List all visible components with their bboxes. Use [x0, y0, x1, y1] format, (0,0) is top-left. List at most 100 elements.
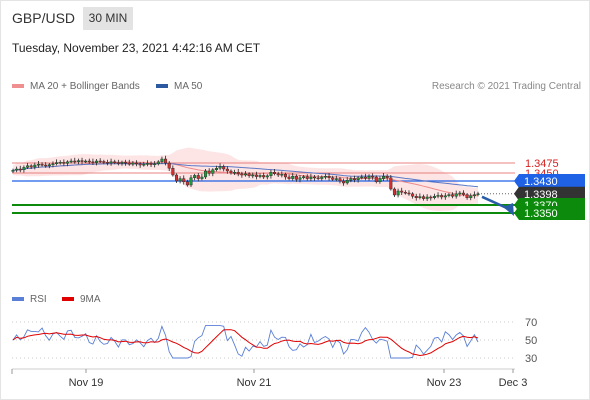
candle: [262, 172, 266, 179]
candle: [127, 159, 131, 166]
rsi-line: [12, 325, 479, 359]
candle: [131, 161, 135, 167]
legend-item-ma20: MA 20 + Bollinger Bands: [12, 81, 140, 92]
candle: [291, 173, 295, 181]
rsi-tick-label: 30: [525, 353, 537, 365]
candle: [51, 161, 55, 168]
candle: [22, 165, 26, 173]
candle: [418, 193, 422, 200]
candle: [265, 174, 269, 180]
candle: [276, 171, 280, 177]
rsi-tick-label: 70: [525, 317, 537, 329]
candle: [193, 173, 197, 181]
bollinger-band: [13, 147, 478, 212]
candle: [102, 159, 106, 165]
candle: [374, 175, 378, 184]
candle: [15, 166, 19, 173]
candle: [461, 190, 465, 197]
candle: [207, 168, 211, 176]
candle: [247, 172, 251, 178]
candle: [145, 160, 149, 167]
candle: [454, 190, 458, 199]
candle: [149, 161, 153, 167]
candle: [363, 173, 367, 181]
candle: [327, 173, 331, 181]
candle: [33, 162, 37, 170]
candle: [18, 165, 22, 173]
candle: [44, 162, 48, 168]
9ma-swatch: [62, 297, 74, 302]
candle: [440, 193, 444, 200]
candle: [425, 194, 429, 201]
candle: [214, 165, 218, 172]
x-tick-label: Nov 19: [69, 377, 104, 389]
rsi-9ma-line: [12, 329, 479, 357]
candle: [476, 191, 480, 197]
timeframe-badge[interactable]: 30 MIN: [83, 7, 133, 30]
x-tick-label: Nov 21: [237, 377, 272, 389]
level-tag-5: [514, 206, 585, 220]
candle: [400, 187, 404, 195]
candle: [298, 175, 302, 183]
candle: [120, 160, 124, 166]
candle: [313, 175, 317, 181]
candle: [211, 168, 215, 177]
candle: [465, 193, 469, 200]
candle: [349, 176, 353, 183]
level-label-0: 1.3475: [525, 158, 559, 170]
candle: [84, 159, 88, 163]
candle: [116, 159, 120, 166]
candle: [273, 169, 277, 176]
candle: [451, 192, 455, 199]
candle: [443, 193, 447, 200]
candle: [254, 171, 258, 180]
candle: [109, 158, 113, 166]
candle: [352, 175, 356, 183]
candle: [323, 173, 327, 180]
candle: [243, 171, 247, 177]
ma20-swatch: [12, 84, 24, 89]
candle: [294, 174, 298, 182]
candle: [222, 164, 226, 172]
candle: [236, 169, 240, 177]
candle: [356, 176, 360, 183]
candle: [80, 157, 84, 165]
candle: [389, 175, 393, 191]
candle: [392, 187, 396, 197]
candle: [196, 173, 200, 182]
legend-item-9ma: 9MA: [62, 294, 101, 305]
candle: [472, 191, 476, 199]
candle: [58, 160, 62, 165]
candle: [316, 175, 320, 181]
candle: [345, 177, 349, 185]
candle: [178, 176, 182, 184]
candle: [135, 160, 139, 167]
candle: [258, 173, 262, 179]
candle: [429, 195, 433, 201]
candle: [385, 174, 389, 181]
candle: [76, 158, 80, 165]
level-tag-2: [514, 174, 585, 188]
candle: [142, 161, 146, 167]
candle: [331, 175, 335, 181]
level-label-3: 1.3398: [524, 189, 558, 201]
candle: [105, 159, 109, 166]
timestamp: Tuesday, November 23, 2021 4:42:16 AM CE…: [12, 41, 261, 55]
candle: [153, 161, 157, 168]
candle: [204, 169, 208, 179]
candle: [182, 175, 186, 185]
candle: [65, 160, 69, 167]
candle: [98, 158, 102, 163]
rsi-swatch: [12, 297, 24, 302]
candle: [73, 157, 77, 164]
candle: [403, 190, 407, 195]
candle: [69, 158, 73, 164]
level-label-5: 1.3350: [524, 208, 558, 220]
candle: [422, 194, 426, 201]
candle: [269, 169, 273, 179]
candle: [407, 190, 411, 196]
candle: [305, 174, 309, 181]
candle: [233, 169, 237, 175]
candle: [36, 161, 40, 168]
